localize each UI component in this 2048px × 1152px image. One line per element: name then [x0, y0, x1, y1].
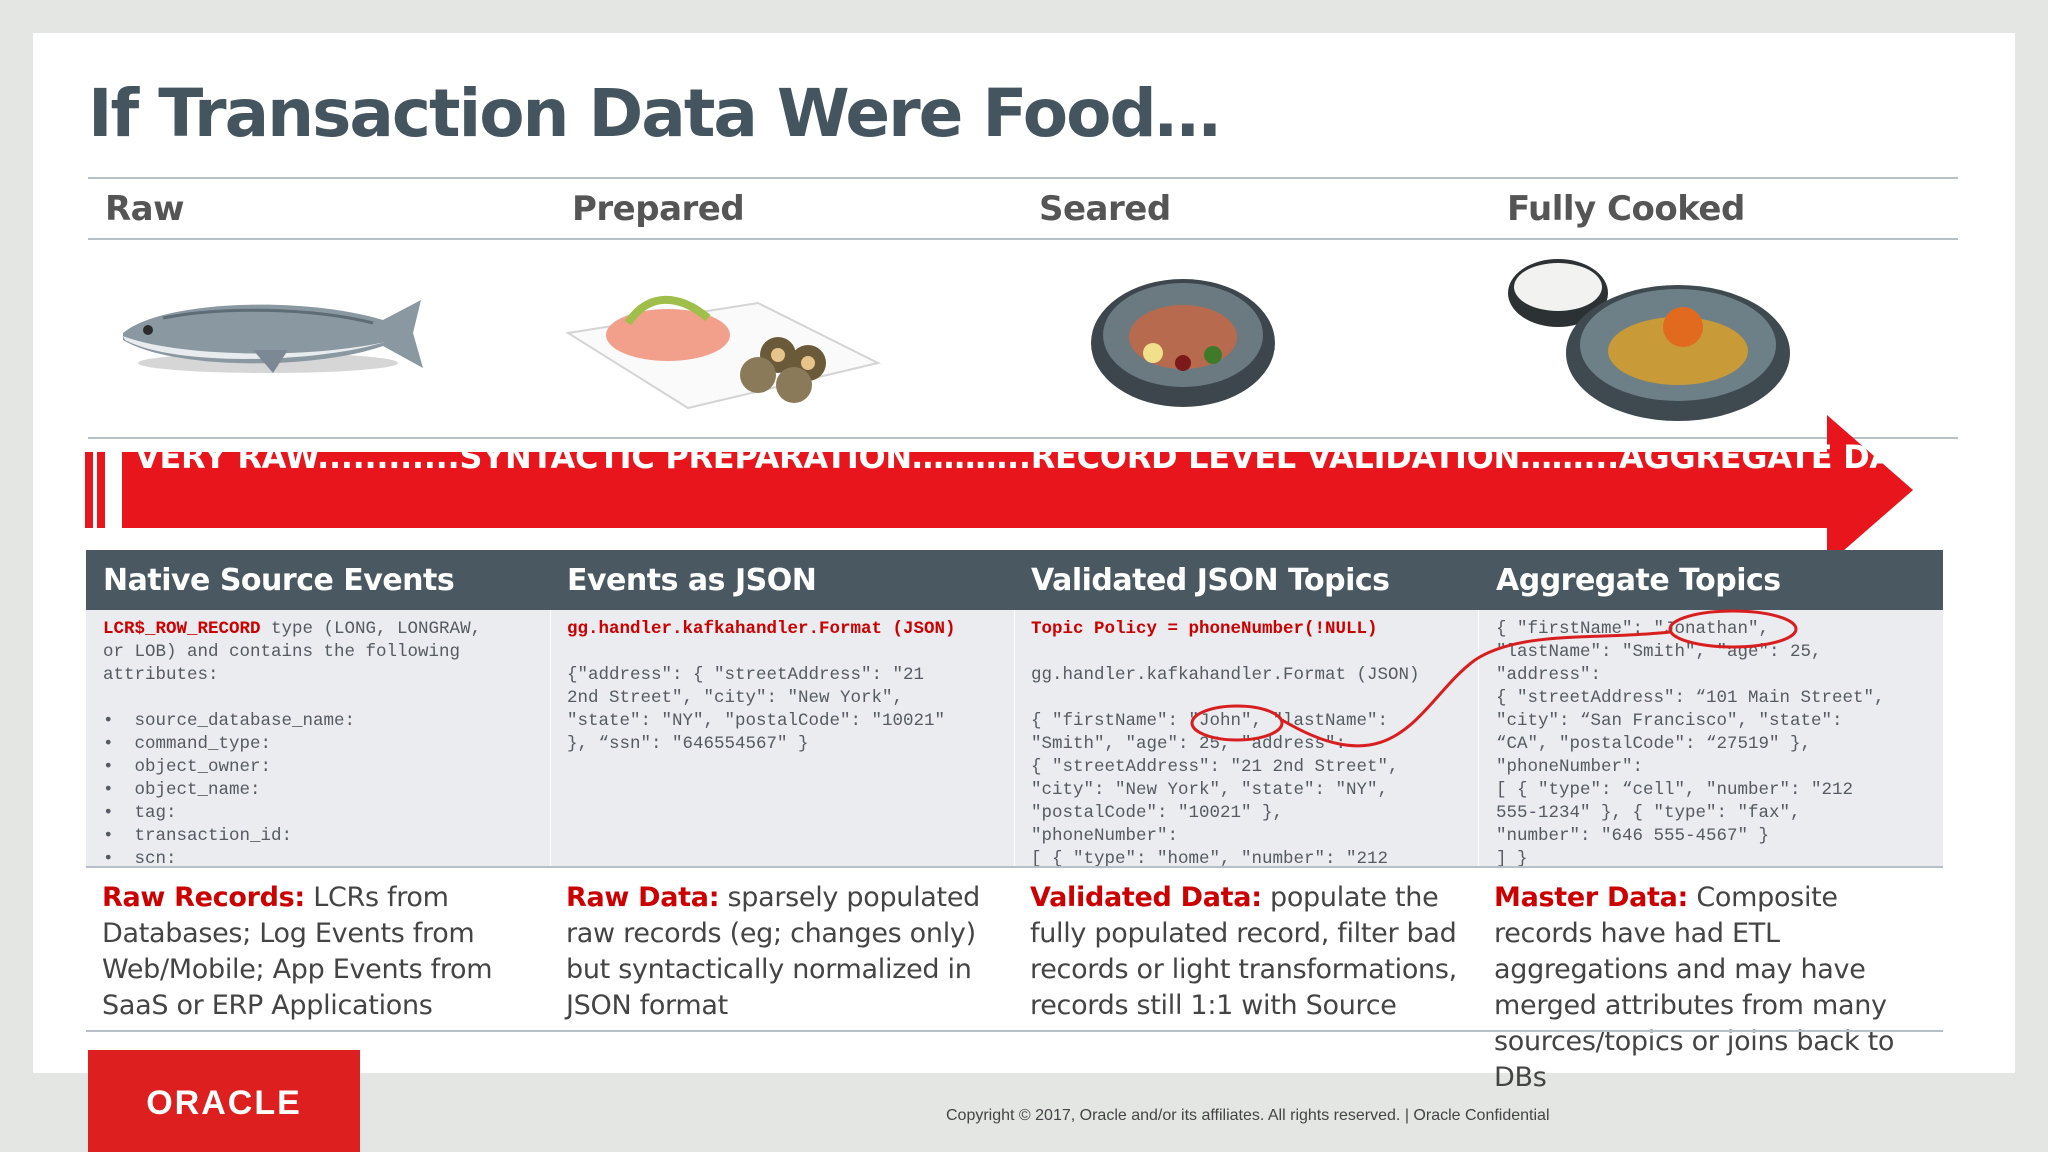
validated-json-code: Topic Policy = phoneNumber(!NULL) gg.han… [1031, 618, 1420, 868]
code-line: "phoneNumber": [1031, 826, 1179, 846]
header-aggregate-topics: Aggregate Topics [1496, 563, 1781, 598]
description-label: Raw Records: [102, 882, 305, 913]
code-line: [ { "type": "home", "number": "212 [1031, 849, 1389, 868]
seared-dish-image [1091, 279, 1275, 407]
description-label: Master Data: [1494, 882, 1689, 913]
code-line: 2nd Street", "city": "New York", [567, 688, 904, 708]
code-line: gg.handler.kafkahandler.Format (JSON) [1031, 665, 1420, 685]
code-line: }, “ssn": "646554567" } [567, 734, 809, 754]
code-line: { "streetAddress": “101 Main Street", [1496, 688, 1885, 708]
column-separator [550, 610, 551, 868]
description-label: Validated Data: [1030, 882, 1262, 913]
code-line: "Smith", "age": 25, "address": [1031, 734, 1347, 754]
divider-images [88, 437, 1958, 439]
table-body: LCR$_ROW_RECORD type (LONG, LONGRAW, or … [86, 610, 1943, 868]
header-validated-json-topics: Validated JSON Topics [1031, 563, 1390, 598]
events-json-code: gg.handler.kafkahandler.Format (JSON) {"… [567, 618, 956, 756]
format-directive: gg.handler.kafkahandler.Format (JSON) [567, 619, 956, 639]
column-separator [1478, 610, 1479, 868]
code-line: “CA", "postalCode": “27519" }, [1496, 734, 1812, 754]
native-source-code: LCR$_ROW_RECORD type (LONG, LONGRAW, or … [103, 619, 482, 868]
slide-title: If Transaction Data Were Food… [88, 75, 1221, 152]
column-separator [1014, 610, 1015, 868]
code-line: or LOB) and contains the following [103, 642, 461, 662]
code-line: 555-1234" }, { "type": "fax", [1496, 803, 1801, 823]
description-prepared: Raw Data: sparsely populated raw records… [566, 880, 1006, 1024]
stage-prepared: Prepared [572, 189, 745, 229]
description-text: Composite records have had ETL aggregati… [1494, 882, 1895, 1093]
attribute-item: tag: [134, 803, 177, 823]
code-line: ] } [1496, 849, 1528, 868]
description-raw: Raw Records: LCRs from Databases; Log Ev… [102, 880, 542, 1024]
description-text: sparsely populated raw records (eg; chan… [566, 882, 980, 1021]
code-line: [ { "type": “cell", "number": "212 [1496, 780, 1854, 800]
attribute-item: object_owner: [134, 757, 272, 777]
code-line: "address": [1496, 665, 1602, 685]
divider-top [88, 177, 1958, 179]
table-header: Native Source Events Events as JSON Vali… [86, 550, 1943, 610]
description-text: LCRs from Databases; Log Events from Web… [102, 882, 493, 1021]
code-line: "postalCode": "10021" }, [1031, 803, 1284, 823]
divider-table-bottom [86, 866, 1943, 868]
code-line: { "firstName": "John", "lastName": [1031, 711, 1389, 731]
divider-stage [88, 238, 1958, 240]
stage-raw: Raw [105, 189, 185, 229]
code-line: { "streetAddress": "21 2nd Street", [1031, 757, 1399, 777]
raw-fish-image [123, 300, 423, 373]
code-line: attributes: [103, 665, 219, 685]
header-events-as-json: Events as JSON [567, 563, 817, 598]
stage-fully-cooked: Fully Cooked [1507, 189, 1745, 229]
code-line: "city": “San Francisco", "state": [1496, 711, 1843, 731]
aggregate-json-code: { "firstName": "Jonathan", "lastName": "… [1496, 618, 1885, 868]
attribute-item: transaction_id: [134, 826, 293, 846]
code-line: "number": "646 555-4567" } [1496, 826, 1770, 846]
oracle-logo: ORACLE [88, 1050, 360, 1152]
description-label: Raw Data: [566, 882, 720, 913]
stage-seared: Seared [1039, 189, 1171, 229]
attribute-item: command_type: [134, 734, 272, 754]
description-validated: Validated Data: populate the fully popul… [1030, 880, 1470, 1024]
header-native-source-events: Native Source Events [103, 563, 455, 598]
description-master: Master Data: Composite records have had … [1494, 880, 1934, 1096]
code-line: { "firstName": "Jonathan", [1496, 619, 1770, 639]
oracle-logo-text: ORACLE [146, 1084, 302, 1122]
description-text: populate the fully populated record, fil… [1030, 882, 1457, 1021]
lcr-record-type: LCR$_ROW_RECORD [103, 619, 261, 639]
process-arrow [85, 415, 1913, 565]
code-line: "state": "NY", "postalCode": "10021" [567, 711, 946, 731]
code-line: "city": "New York", "state": "NY", [1031, 780, 1389, 800]
attribute-item: object_name: [134, 780, 261, 800]
cooked-dish-image [1508, 259, 1790, 421]
divider-bottom [86, 1030, 1943, 1032]
attribute-item: source_database_name: [134, 711, 356, 731]
code-line: "lastName": "Smith", "age": 25, [1496, 642, 1822, 662]
code-line: {"address": { "streetAddress": "21 [567, 665, 925, 685]
attribute-item: scn: [134, 849, 177, 868]
code-line: type (LONG, LONGRAW, [260, 619, 482, 639]
code-line: "phoneNumber": [1496, 757, 1644, 777]
sushi-plate-image [565, 295, 881, 410]
topic-policy: Topic Policy = phoneNumber(!NULL) [1031, 619, 1378, 639]
arrow-label: VERY RAW............SYNTACTIC PREPARATIO… [135, 438, 1935, 476]
copyright-footer: Copyright © 2017, Oracle and/or its affi… [946, 1107, 1550, 1124]
